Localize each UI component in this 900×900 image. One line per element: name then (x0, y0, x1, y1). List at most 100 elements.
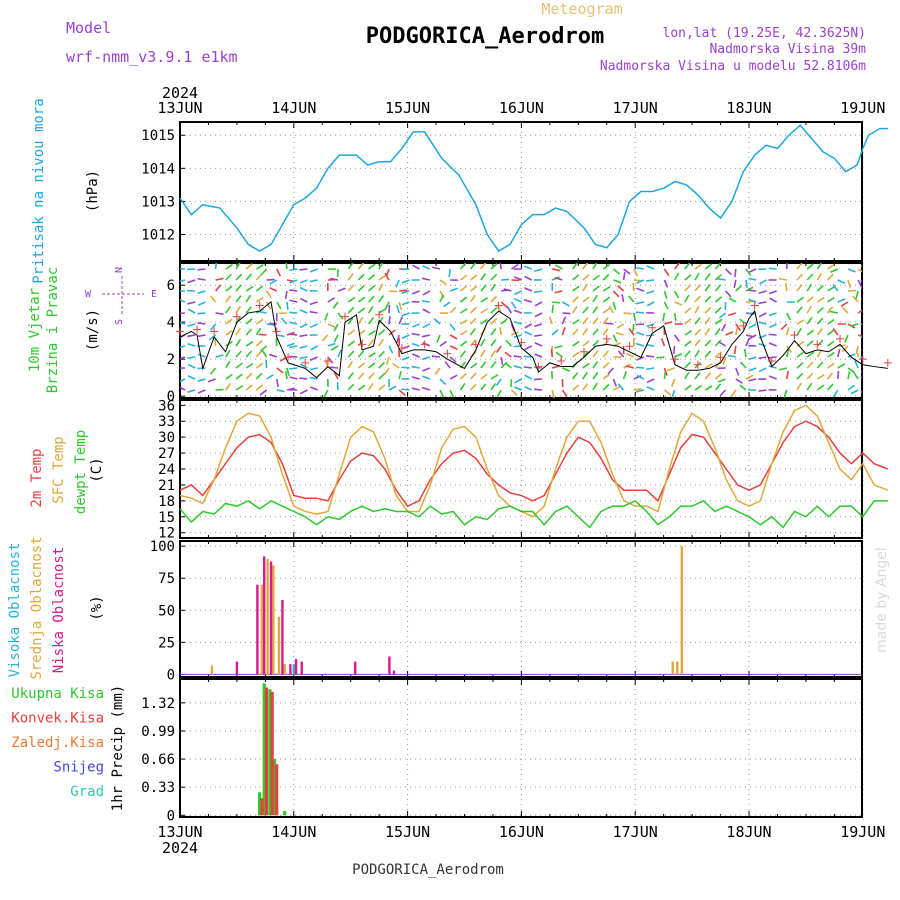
wind-barb (592, 360, 599, 369)
wind-barb (258, 310, 267, 314)
wind-barb (392, 362, 400, 369)
wind-barb (245, 263, 253, 270)
wind-barb (572, 285, 580, 292)
wind-barb (704, 350, 712, 358)
wind-barb (816, 384, 825, 391)
wind-barb (378, 295, 385, 303)
wind-barb (378, 328, 386, 336)
model-name: wrf-nmm_v3.9.1 e1km (66, 48, 238, 66)
wind-barb (612, 301, 617, 310)
wind-barb (367, 317, 375, 325)
wind-barb (357, 316, 364, 325)
wind-barb (444, 361, 451, 369)
wind-barb (480, 297, 489, 303)
wind-barb (758, 389, 767, 392)
wind-barb (571, 305, 578, 314)
wind-barb (214, 337, 217, 347)
wind-barb (180, 345, 186, 349)
date-tick-top: 13JUN (157, 99, 202, 117)
cloud-bar (266, 558, 269, 675)
wind-barb (378, 361, 386, 369)
wind-barb (422, 265, 431, 270)
wind-barb (623, 312, 632, 315)
wind-barb (443, 301, 451, 308)
wind-barb (357, 307, 366, 314)
wind-barb (704, 284, 711, 292)
wind-barb (357, 372, 365, 380)
wind-barb (395, 279, 400, 288)
wind-barb (255, 350, 263, 358)
wind-barb (258, 333, 267, 336)
wind-barb (671, 378, 676, 387)
wind-barb (470, 306, 477, 314)
wind-barb (608, 305, 615, 314)
precip-bar (275, 764, 279, 816)
wind-barb (255, 285, 264, 292)
wind-barb (235, 373, 243, 380)
wind-barb (646, 301, 655, 307)
wind-barb (245, 328, 253, 336)
credit-label: made by Angel (874, 547, 890, 653)
date-tick-bottom: 16JUN (499, 823, 544, 841)
wind-barb (857, 279, 862, 288)
wind-barb (796, 273, 803, 281)
wind-barb (513, 276, 522, 281)
wind-barb (714, 351, 723, 358)
wind-barb (714, 318, 723, 325)
wind-barb (534, 341, 543, 347)
wind-barb (276, 334, 285, 338)
wind-barb (347, 273, 354, 281)
wind-barb (327, 356, 334, 364)
wind-barb (197, 277, 206, 281)
wind-barb (830, 268, 839, 273)
wind-barb (628, 295, 635, 303)
wind-barb (448, 268, 451, 278)
wind-barb (459, 308, 468, 314)
wind-barb (612, 268, 621, 275)
y-tick-label: 0.66 (141, 752, 175, 768)
wind-barb (582, 328, 589, 336)
wind-barb (735, 323, 742, 332)
wind-barb (459, 330, 468, 336)
wind-barb (561, 316, 567, 325)
wind-barb (582, 340, 590, 347)
wind-barb (636, 343, 645, 347)
wind-barb (333, 371, 339, 380)
wind-barb (459, 382, 466, 391)
wind-barb (806, 340, 814, 347)
wind-barb (673, 290, 680, 299)
wind-barb (504, 351, 512, 358)
wind-barb (663, 301, 669, 310)
wind-barb (398, 316, 404, 325)
wind-barb (769, 323, 777, 329)
wind-barb (309, 279, 318, 283)
wind-barb (860, 376, 862, 379)
wind-barb (734, 268, 737, 278)
wind-barb (449, 287, 458, 292)
wind-barb (850, 323, 859, 327)
y-tick-label: 21 (158, 478, 175, 494)
wind-barb (501, 278, 510, 281)
wind-barb (613, 385, 621, 391)
wind-barb (449, 306, 457, 314)
wind-barb (617, 350, 625, 358)
wind-barb (368, 285, 376, 292)
wind-barb (500, 356, 504, 366)
wind-barb (717, 278, 726, 281)
wind-barb (582, 317, 589, 325)
wind-barb (490, 383, 497, 391)
wind-barb (433, 317, 441, 325)
wind-barb (816, 361, 824, 369)
wind-barb (633, 312, 637, 322)
wind-barb (524, 345, 533, 351)
precip-legend-item: Konvek.Kisa (11, 711, 104, 727)
wind-barb (513, 320, 522, 325)
wind-barb (347, 340, 355, 347)
wind-barb (378, 372, 386, 380)
wind-barb (299, 356, 308, 360)
wind-barb (714, 383, 722, 391)
wind-barb (309, 310, 318, 314)
wind-barb (289, 376, 298, 380)
wind-barb (197, 389, 206, 394)
panel-frame (179, 678, 863, 818)
